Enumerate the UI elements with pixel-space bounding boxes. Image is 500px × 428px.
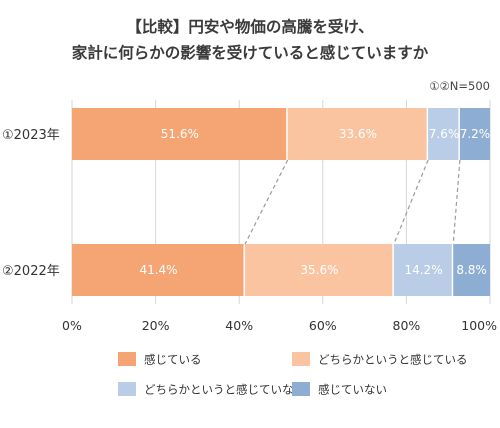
bar-segment [287,108,427,160]
legend-swatch [292,382,310,396]
connector-line [452,159,461,245]
legend-label: 感じていない [318,383,387,397]
connector-lines [244,159,461,245]
legend-swatch [292,352,310,366]
legend-swatch [118,382,136,396]
data-label: 8.8% [456,263,487,277]
data-label: 14.2% [404,263,442,277]
x-tick-label: 80% [393,318,421,333]
chart-title-line-2: 家計に何らかの影響を受けていると感じていますか [72,43,429,62]
data-label: 7.2% [460,127,491,141]
bar-segment [453,244,490,296]
sample-size-note: ①②N=500 [429,79,490,93]
data-label: 7.6% [429,127,460,141]
x-tick-label: 0% [62,318,82,333]
bar-segment [72,244,244,296]
x-tick-label: 60% [309,318,337,333]
category-labels: ①2023年 ②2022年 [2,128,60,279]
data-label: 33.6% [339,127,377,141]
bar-segment [245,244,393,296]
bar-segment [459,108,490,160]
legend-label: どちらかというと感じている [318,353,468,367]
data-label: 41.4% [139,263,177,277]
category-label: ①2023年 [2,128,60,143]
data-label: 35.6% [300,263,338,277]
bar-segment [393,244,452,296]
x-tick-label: 40% [225,318,253,333]
category-label: ②2022年 [2,264,60,279]
legend-swatch [118,352,136,366]
bar-segment [428,108,459,160]
bars [72,108,490,296]
x-tick-label: 100% [461,318,497,333]
data-label: 51.6% [161,127,199,141]
connector-line [393,159,429,245]
legend-label: 感じている [144,353,202,367]
x-tick-label: 20% [142,318,170,333]
x-axis-ticks: 0% 20% 40% 60% 80% 100% [62,318,497,333]
chart-title-line-1: 【比較】円安や物価の高騰を受け、 [126,17,373,36]
legend-label: どちらかというと感じていない [144,383,305,397]
connector-line [244,159,289,245]
bar-segment [72,108,287,160]
value-labels: 51.6% 33.6% 7.6% 7.2% 41.4% 35.6% 14.2% 8.8% [139,127,490,277]
